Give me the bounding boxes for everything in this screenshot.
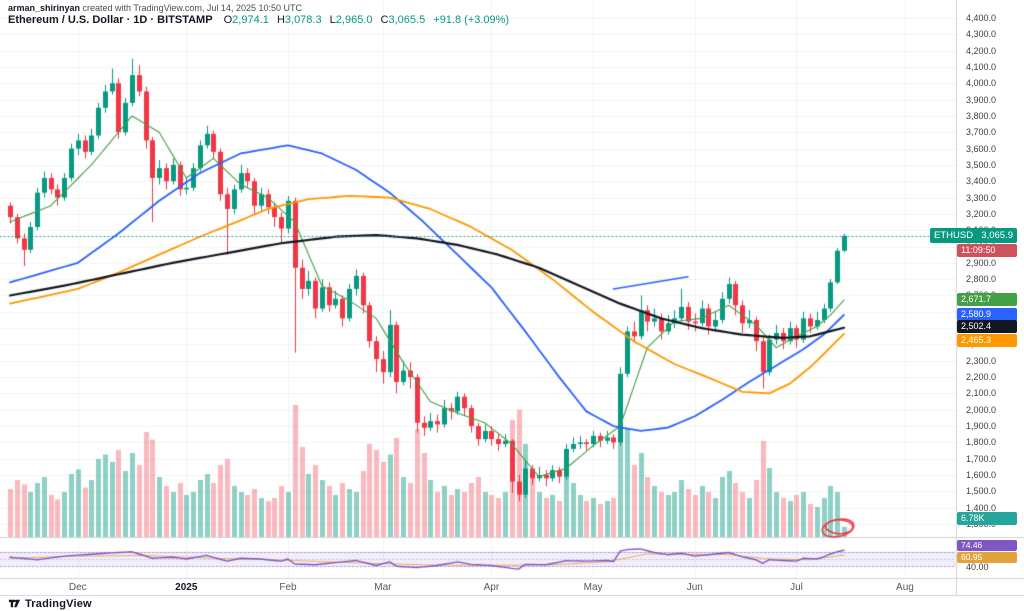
price-tick-label: 2,000.0 (966, 404, 997, 415)
price-tick-label: 4,400.0 (966, 13, 997, 23)
price-tick-label: 1,700.0 (966, 453, 997, 464)
price-tick-label: 2,200.0 (966, 372, 997, 383)
ohlc-close: C3,065.5 (381, 14, 426, 26)
price-tick-label: 1,900.0 (966, 421, 997, 432)
ma-green-price-badge: 2,671.7 (957, 293, 1017, 306)
price-tick-label: 4,200.0 (966, 45, 997, 56)
price-tick-label: 3,200.0 (966, 208, 997, 219)
attribution-username: arman_shirinyan (8, 3, 81, 13)
price-tick-label: 3,900.0 (966, 94, 997, 105)
ohlc-close-value: 3,065.5 (388, 14, 426, 26)
price-tick-label: 1,600.0 (966, 470, 997, 481)
ohlc-open-value: 2,974.1 (232, 14, 269, 26)
ohlc-open-label: O (223, 14, 233, 26)
symbol-title[interactable]: Ethereum / U.S. Dollar · 1D · BITSTAMP (8, 14, 213, 26)
tradingview-footer-link[interactable]: TradingView (8, 596, 92, 611)
ma-orange-price-badge: 2,465.3 (957, 334, 1017, 347)
price-tick-label: 3,500.0 (966, 159, 997, 170)
time-axis-label: Dec (68, 582, 87, 593)
rsi-tick-label: 40.00 (966, 562, 989, 572)
time-axis-label: Mar (374, 582, 392, 593)
ohlc-open: O2,974.1 (224, 14, 269, 26)
ohlc-high-value: 3,078.3 (284, 14, 322, 26)
ohlc-high: H3,078.3 (277, 14, 322, 26)
ohlc-low-value: 2,965.0 (335, 14, 373, 26)
attribution-text: created with TradingView.com, Jul 14, 20… (80, 3, 302, 13)
time-axis-label: Apr (483, 582, 500, 593)
last-price-badge: ETHUSD 3,065.9 (930, 228, 1017, 243)
ohlc-low-label: L (329, 14, 336, 26)
time-axis-label: Aug (896, 582, 914, 593)
tradingview-brand-text: TradingView (25, 597, 92, 610)
price-tick-label: 1,800.0 (966, 437, 997, 448)
price-tick-label: 3,700.0 (966, 127, 997, 138)
time-axis-label: May (583, 582, 603, 593)
price-tick-label: 3,300.0 (966, 192, 997, 203)
ohlc-high-label: H (276, 14, 285, 26)
price-tick-label: 2,300.0 (966, 355, 997, 366)
time-axis-label: Feb (279, 582, 297, 593)
attribution: arman_shirinyan created with TradingView… (8, 3, 302, 13)
tradingview-logo-icon (8, 599, 21, 608)
price-tick-label: 4,100.0 (966, 61, 997, 72)
price-tick-label: 3,400.0 (966, 176, 997, 187)
time-axis-label: Jun (686, 582, 703, 593)
ma-blue-price-badge: 2,580.9 (957, 308, 1017, 321)
rsi-value-badge: 74.46 (957, 540, 1017, 551)
price-tick-label: 4,000.0 (966, 78, 997, 89)
price-tick-label: 3,600.0 (966, 143, 997, 154)
price-tick-label: 3,800.0 (966, 110, 997, 121)
volume-badge: 6.78K (957, 512, 1017, 525)
countdown-badge: 11:09:50 (957, 244, 1017, 257)
rsi-ma-badge: 60.95 (957, 552, 1017, 563)
last-price-value: 3,065.9 (981, 230, 1013, 241)
price-tick-label: 1,500.0 (966, 486, 997, 497)
ohlc-low: L2,965.0 (330, 14, 373, 26)
ma-black-price-badge: 2,502.4 (957, 320, 1017, 333)
symbol-legend: Ethereum / U.S. Dollar · 1D · BITSTAMP O… (8, 14, 509, 26)
price-tick-label: 2,800.0 (966, 274, 997, 285)
price-change: +91.8 (+3.09%) (433, 14, 510, 26)
price-tick-label: 4,300.0 (966, 29, 997, 40)
last-price-symbol: ETHUSD (934, 230, 974, 241)
time-axis-label: Jul (790, 582, 803, 593)
price-tick-label: 2,100.0 (966, 388, 997, 399)
price-tick-label: 2,900.0 (966, 257, 997, 268)
price-tick-label: 1,400.0 (966, 502, 997, 513)
time-axis-label: 2025 (175, 582, 198, 593)
ohlc-close-label: C (380, 14, 389, 26)
